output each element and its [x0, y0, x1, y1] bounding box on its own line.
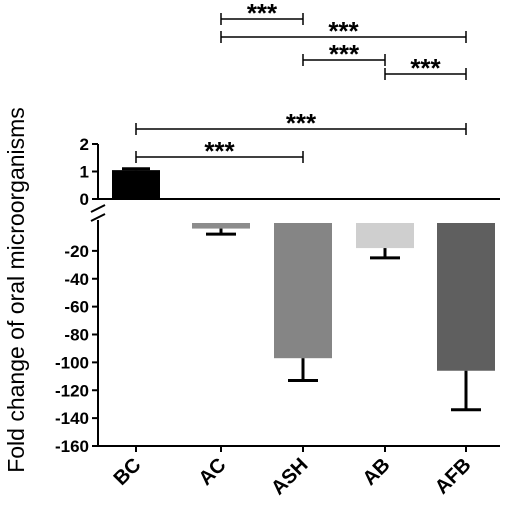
bar-ash [274, 223, 332, 359]
y-tick-label: -100 [55, 353, 89, 372]
y-tick-label: -160 [55, 437, 89, 456]
x-tick-label: AC [195, 454, 231, 490]
y-ticks: 2 1 0 -20 -40 -60 -80 -100 -120 -140 -160 [55, 135, 98, 456]
x-tick-label: AB [359, 454, 395, 490]
y-tick-label: -80 [64, 326, 89, 345]
y-tick-label: 1 [80, 163, 89, 182]
x-tick-label: AFB [431, 454, 476, 499]
y-tick-label: 0 [80, 190, 89, 209]
y-axis-label: Fold change of oral microorganisms [3, 107, 29, 473]
axis-break-mark [90, 204, 106, 213]
axis-break-mark [90, 213, 106, 222]
significance-brackets: ********* ********* [135, 0, 467, 166]
significance-label: *** [410, 53, 441, 83]
significance-label: *** [247, 0, 278, 28]
significance-label: *** [328, 16, 359, 46]
bar-ac [192, 223, 250, 229]
y-tick-label: -60 [64, 298, 89, 317]
bar-bc [112, 170, 160, 199]
y-tick-label: -120 [55, 381, 89, 400]
significance-label: *** [286, 108, 317, 138]
x-tick-labels: BC AC ASH AB AFB [110, 446, 476, 499]
x-tick-label: ASH [267, 454, 312, 499]
y-tick-label: -140 [55, 409, 89, 428]
bar-afb [437, 223, 495, 371]
y-tick-label: -20 [64, 242, 89, 261]
bar-ab [356, 223, 414, 249]
axes [90, 144, 500, 447]
y-tick-label: -40 [64, 270, 89, 289]
x-tick-label: BC [110, 454, 146, 490]
significance-label: *** [204, 136, 235, 166]
significance-label: *** [329, 39, 360, 69]
y-tick-label: 2 [80, 135, 89, 154]
error-bars [122, 167, 481, 412]
bars [112, 170, 495, 371]
